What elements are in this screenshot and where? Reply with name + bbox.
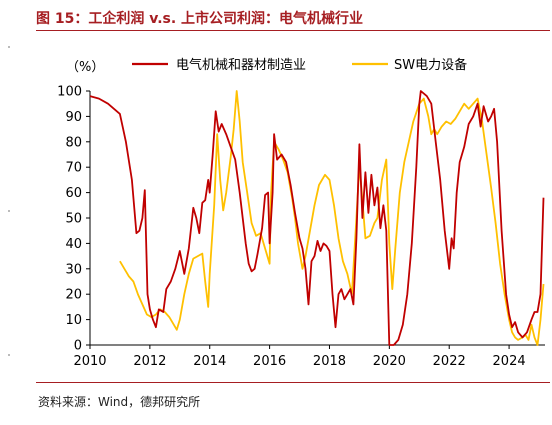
x-tick-label: 2018 [313, 354, 346, 369]
y-tick-label: 40 [65, 237, 82, 252]
y-tick-label: 70 [65, 161, 82, 176]
margin-mark [8, 46, 10, 48]
legend-label-power-equipment: SW电力设备 [394, 57, 467, 73]
figure-title: 图 15：工企利润 v.s. 上市公司利润：电气机械行业 [36, 11, 364, 27]
footer-divider [36, 382, 550, 383]
y-tick-label: 80 [65, 135, 82, 150]
y-axis-label: （%） [66, 60, 104, 75]
y-tick-label: 60 [65, 186, 82, 201]
x-tick-label: 2014 [193, 354, 226, 369]
y-tick-label: 50 [65, 212, 82, 227]
y-tick-label: 30 [65, 262, 82, 277]
series-line-power-equipment [119, 90, 545, 346]
y-tick-label: 0 [74, 339, 82, 354]
x-tick-label: 2016 [253, 354, 286, 369]
legend: 电气机械和器材制造业 SW电力设备 [132, 57, 467, 73]
series-line-electrical [89, 90, 545, 346]
axes: 0 10 20 30 40 50 60 70 80 90 100 2010 2012 2014 2016 20… [57, 85, 545, 369]
line-chart: （%） 电气机械和器材制造业 SW电力设备 0 10 20 30 40 50 60 70 80 9… [57, 57, 545, 369]
y-tick-label: 90 [65, 110, 82, 125]
y-tick-label: 20 [65, 288, 82, 303]
x-tick-label: 2022 [433, 354, 466, 369]
y-tick-label: 100 [57, 85, 82, 100]
margin-mark [8, 354, 10, 356]
legend-label-electrical: 电气机械和器材制造业 [176, 57, 306, 73]
title-divider [36, 30, 550, 31]
series-lines [89, 90, 545, 346]
source-note: 资料来源：Wind，德邦研究所 [38, 395, 201, 409]
x-tick-label: 2024 [493, 354, 526, 369]
x-tick-label: 2012 [133, 354, 166, 369]
x-tick-label: 2010 [73, 354, 106, 369]
x-tick-label: 2020 [373, 354, 406, 369]
y-tick-label: 10 [65, 313, 82, 328]
margin-mark [8, 210, 10, 212]
